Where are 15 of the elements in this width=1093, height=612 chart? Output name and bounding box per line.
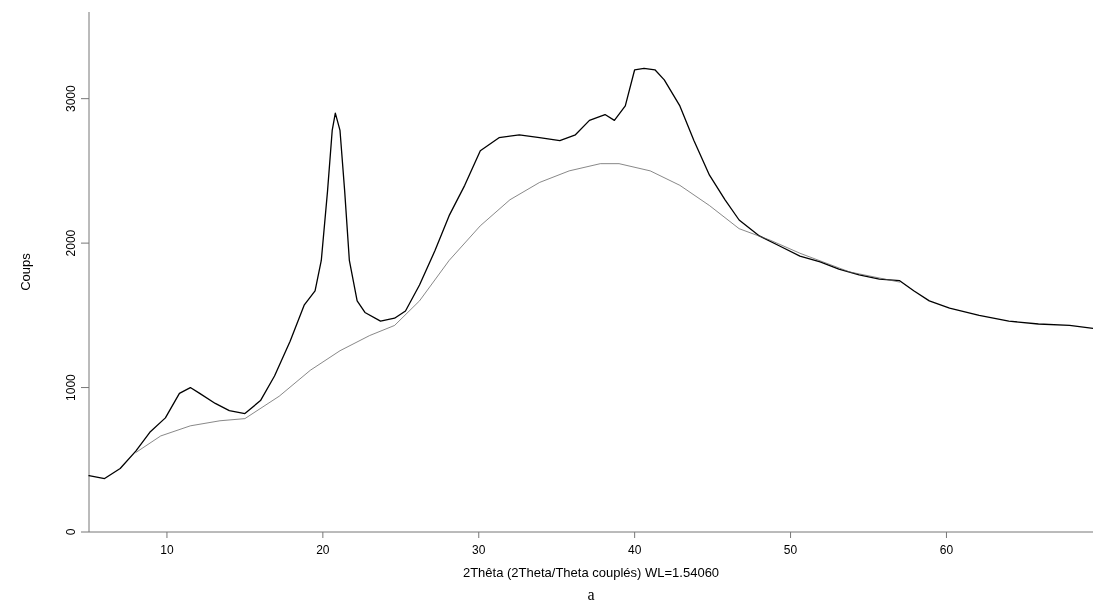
line-series bbox=[135, 163, 901, 453]
y-tick-label: 1000 bbox=[64, 373, 78, 401]
x-tick-label: 20 bbox=[316, 543, 330, 557]
text: a bbox=[587, 586, 595, 603]
y-tick-label: 0 bbox=[64, 528, 78, 536]
x-tick-label: 10 bbox=[160, 543, 174, 557]
line-series bbox=[88, 67, 1093, 480]
x-tick-label: 60 bbox=[939, 543, 954, 557]
x-tick-label: 30 bbox=[472, 543, 486, 557]
x-axis-title: 2Thêta (2Theta/Theta couplés) WL=1.54060 bbox=[462, 565, 720, 580]
x-tick-label: 50 bbox=[783, 543, 798, 557]
y-tick-label: 2000 bbox=[64, 229, 78, 257]
x-tick-label: 40 bbox=[627, 543, 642, 557]
y-tick-label: 3000 bbox=[64, 85, 78, 113]
y-axis-title: Coups bbox=[18, 252, 33, 291]
